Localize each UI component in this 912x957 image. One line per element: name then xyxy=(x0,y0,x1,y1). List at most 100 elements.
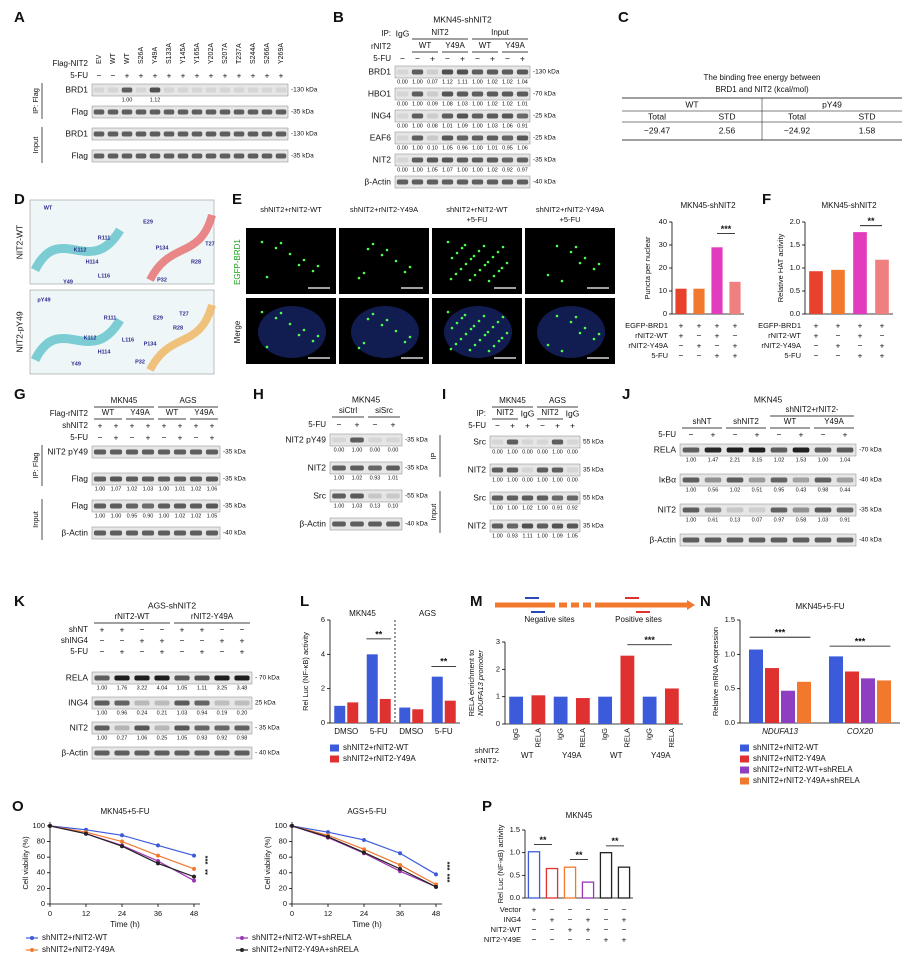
condition-label: EGFP-BRD1 xyxy=(625,321,668,330)
residue-label: E29 xyxy=(153,315,163,321)
y-tick-label: 3 xyxy=(496,637,500,646)
x-tick-label: RELA xyxy=(533,728,542,748)
band-quant: 1.00 xyxy=(352,447,363,453)
puncta xyxy=(482,244,486,248)
blot-band xyxy=(121,109,133,115)
micrograph xyxy=(246,228,336,294)
blot-band xyxy=(107,109,119,115)
x-tick-label: COX20 xyxy=(847,727,874,736)
condition-sign: + xyxy=(622,914,627,924)
helix-ribbon xyxy=(30,317,124,363)
significance: ** xyxy=(375,629,383,639)
y-tick-label: 0 xyxy=(496,719,500,728)
legend-label: shNIT2+rNIT2-Y49A+shRELA xyxy=(252,945,359,954)
point xyxy=(398,866,402,871)
kda-label: -40 kDa xyxy=(405,521,428,528)
blot-band xyxy=(219,109,231,115)
band-quant: 1.00 xyxy=(472,79,483,85)
lane-sign: − xyxy=(130,432,135,442)
kda-label: - 35 kDa xyxy=(255,725,280,732)
blot-band xyxy=(94,675,110,681)
puncta xyxy=(500,336,504,340)
condition-sign: − xyxy=(622,924,627,934)
blot-band xyxy=(93,449,107,455)
significance: *** xyxy=(775,628,786,638)
blot-band xyxy=(205,153,217,159)
residue-label: K112 xyxy=(74,247,87,253)
puncta xyxy=(486,260,490,264)
condition-sign: − xyxy=(550,934,555,944)
bar xyxy=(664,688,679,724)
header-item: NIT2 xyxy=(496,408,514,417)
residue-label: R28 xyxy=(173,325,183,331)
band-quant: 1.02 xyxy=(502,79,513,85)
puncta xyxy=(473,273,477,277)
y-tick-label: 1.0 xyxy=(790,263,800,272)
puncta xyxy=(501,315,505,319)
condition-label: rNIT2-Y49A xyxy=(761,341,801,350)
bar xyxy=(527,851,541,899)
band-quant: 0.96 xyxy=(117,710,128,716)
header-item: WT xyxy=(102,408,115,417)
blot-band xyxy=(275,109,287,115)
blot-band xyxy=(93,476,107,482)
blot-band xyxy=(486,91,499,97)
blot-band xyxy=(109,449,123,455)
puncta xyxy=(500,266,504,270)
blot-band xyxy=(836,537,854,543)
band-quant: 2.21 xyxy=(730,457,741,463)
condition-sign: − xyxy=(586,904,591,914)
significance: ** xyxy=(203,869,212,875)
puncta xyxy=(505,261,509,265)
blot-band xyxy=(536,439,549,445)
residue-label: P134 xyxy=(156,245,170,251)
chart-title: MKN45+5-FU xyxy=(795,602,844,611)
blot-band xyxy=(247,153,259,159)
point xyxy=(362,850,366,855)
y-tick-label: 30 xyxy=(659,240,667,249)
blot-band xyxy=(214,675,230,681)
blot-band xyxy=(93,131,105,137)
lane-sign: + xyxy=(570,420,575,430)
band-quant: 0.93 xyxy=(370,475,381,481)
blot-band xyxy=(726,447,744,453)
condition-sign: + xyxy=(715,350,720,360)
y-tick-label: 40 xyxy=(279,868,287,877)
lane-sign: + xyxy=(146,432,151,442)
blot-band xyxy=(121,131,133,137)
lane-sign: − xyxy=(162,432,167,442)
row-label: NIT2 xyxy=(70,722,89,732)
blot-band xyxy=(486,179,499,185)
blot-band xyxy=(471,91,484,97)
blot-band xyxy=(441,113,454,119)
header-item: Y49A xyxy=(194,408,214,417)
blot-strip xyxy=(679,443,857,457)
blot-band xyxy=(426,91,439,97)
band-quant: 0.61 xyxy=(708,517,719,523)
puncta xyxy=(578,261,582,265)
image-column-label: shNIT2+rNIT2-WT xyxy=(260,205,322,214)
bar xyxy=(412,709,424,723)
chart-title: MKN45-shNIT2 xyxy=(680,201,736,210)
band-quant: 1.03 xyxy=(352,503,363,509)
residue-label: Y49 xyxy=(71,361,81,367)
header-label: 5-FU xyxy=(468,421,486,430)
row-label: +rNIT2- xyxy=(473,756,499,765)
micrograph xyxy=(525,228,615,294)
chart-title: MKN45 xyxy=(566,811,593,820)
lane-sign: − xyxy=(98,432,103,442)
condition-sign: + xyxy=(858,350,863,360)
blot-band xyxy=(506,495,519,501)
blot-band xyxy=(441,179,454,185)
puncta xyxy=(265,275,269,279)
band-quant: 0.10 xyxy=(427,145,438,151)
kda-label: - 40 kDa xyxy=(255,750,280,757)
blot-strip xyxy=(91,127,289,141)
puncta xyxy=(505,331,509,335)
residue-label: WT xyxy=(44,205,53,211)
band-quant: 1.05 xyxy=(427,167,438,173)
puncta xyxy=(460,246,464,250)
blot-band xyxy=(792,447,810,453)
blot-band xyxy=(516,69,529,75)
lane-sign: + xyxy=(167,70,172,80)
